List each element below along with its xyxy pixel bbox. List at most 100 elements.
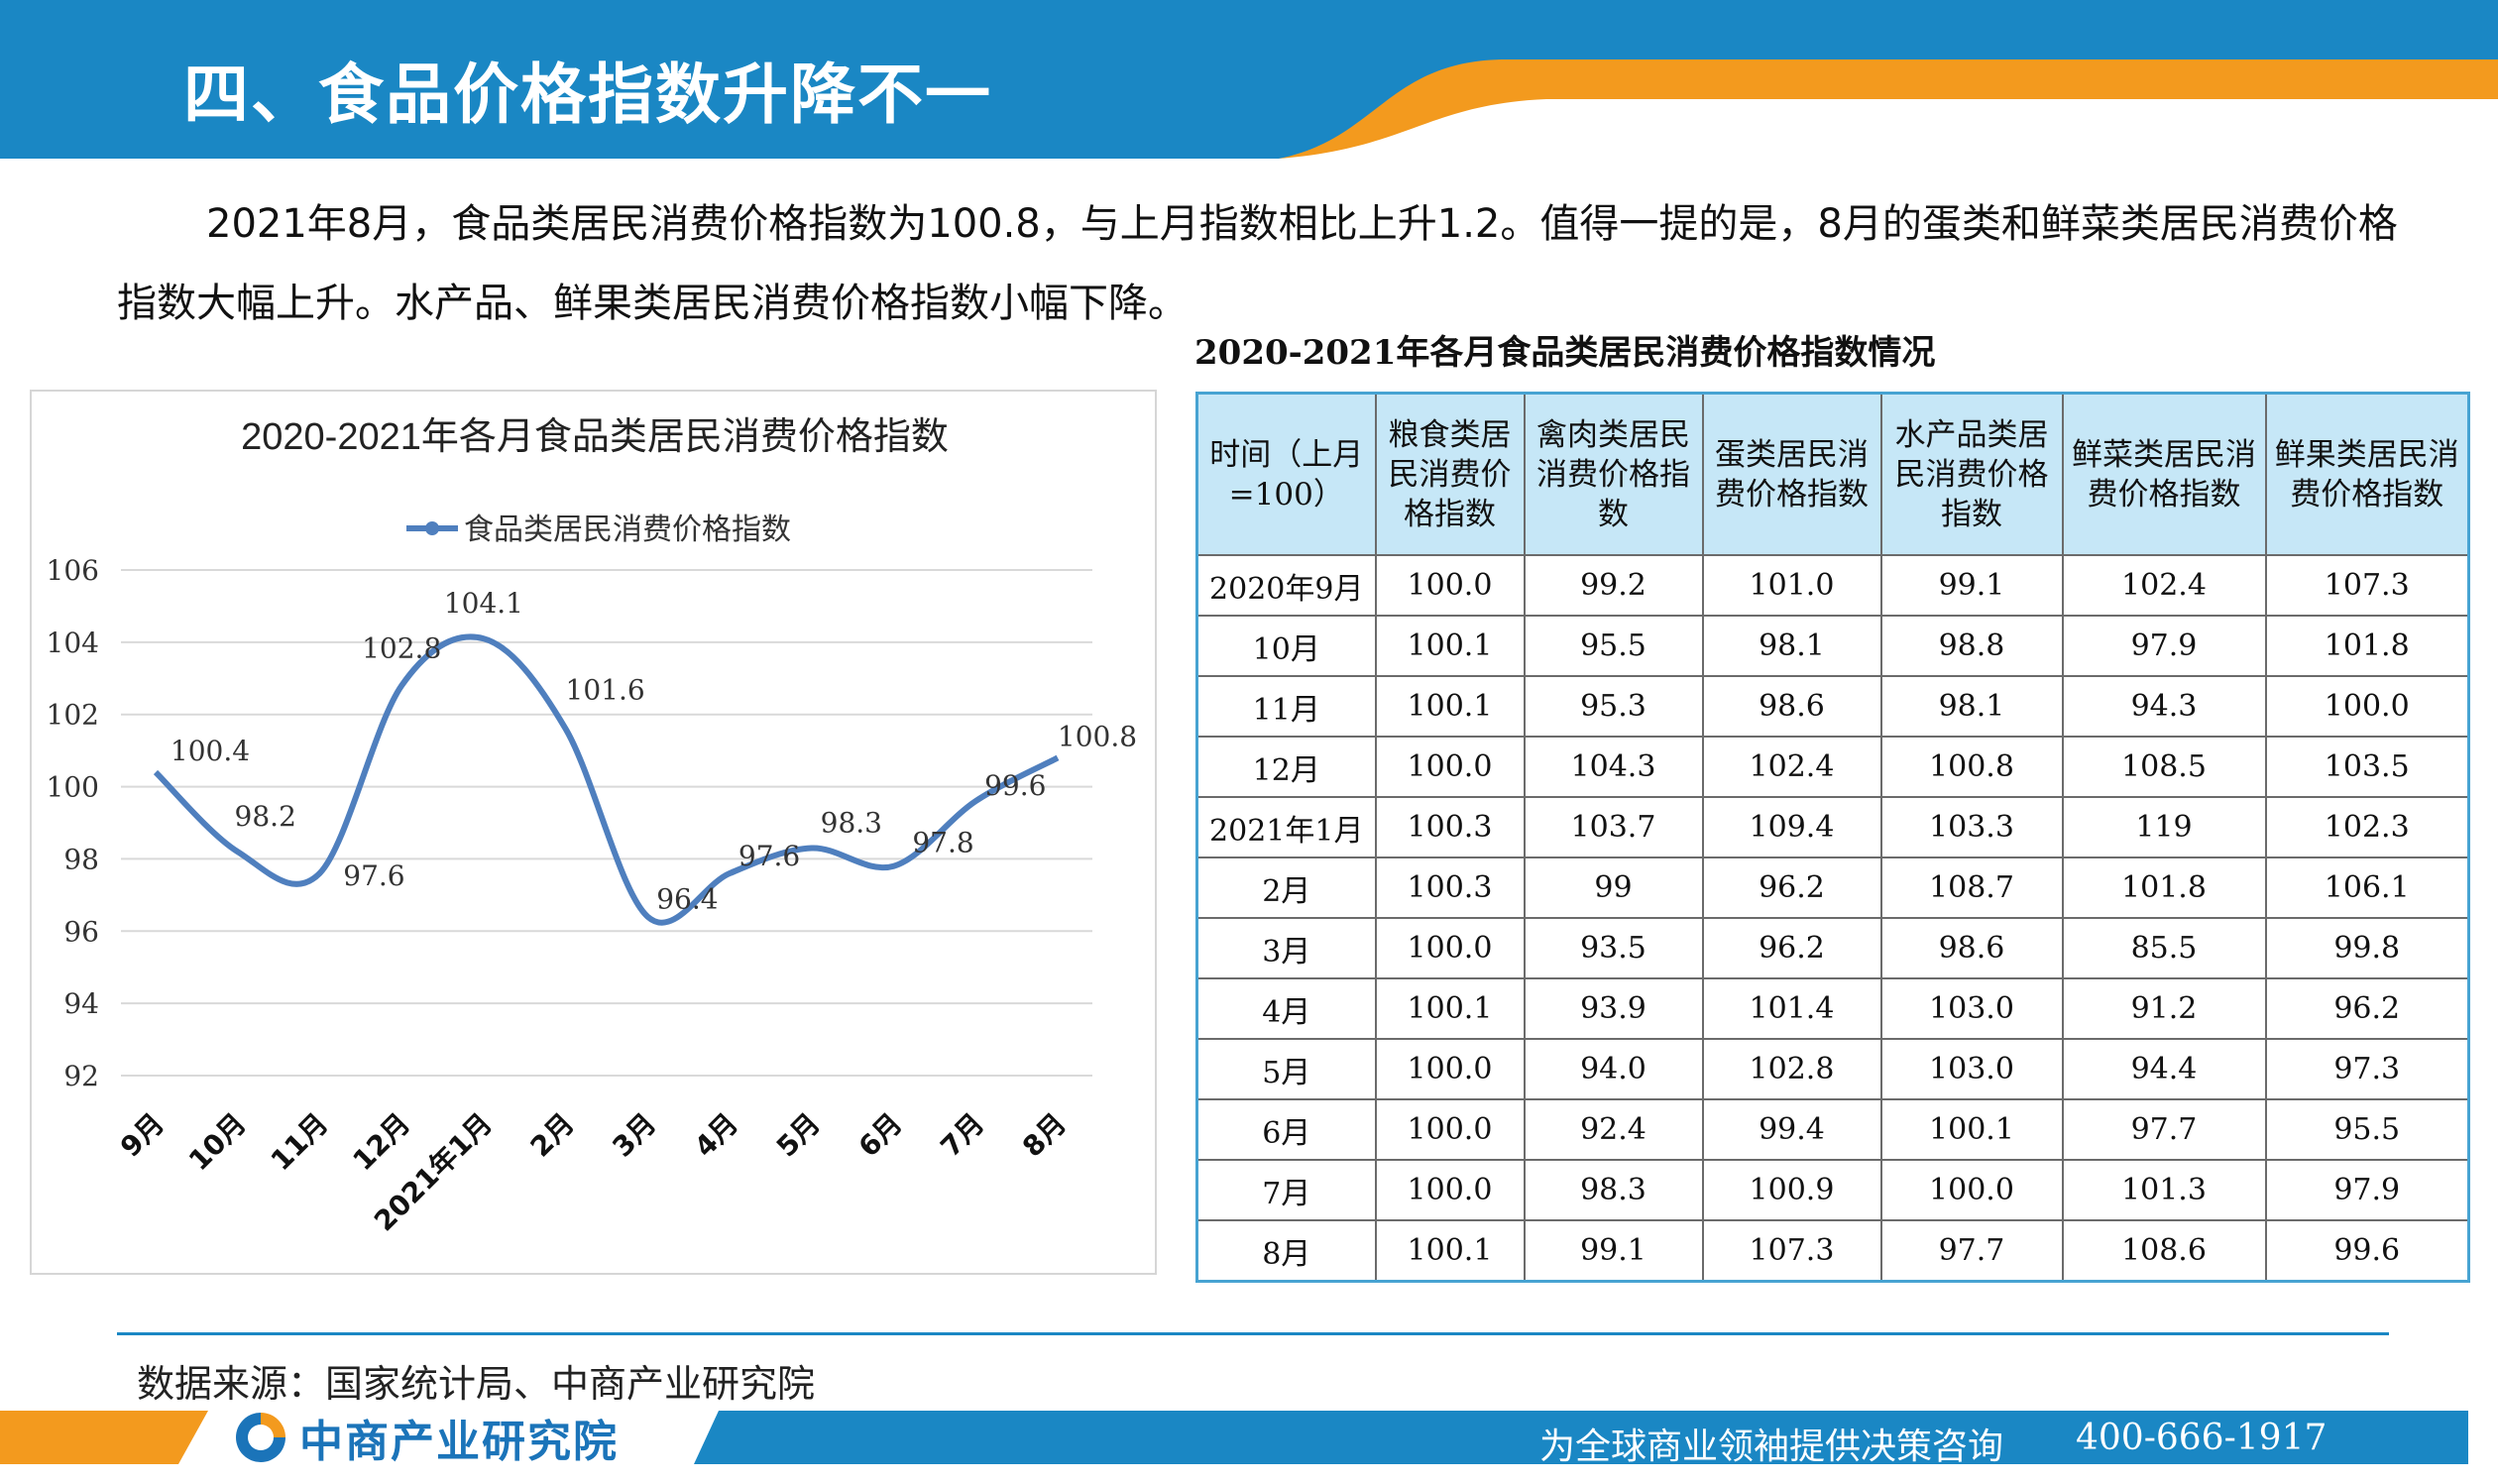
data-label: 101.6 xyxy=(566,673,645,706)
table-header-cell: 蛋类居民消费价格指数 xyxy=(1701,392,1882,556)
x-tick-label: 4月 xyxy=(688,1107,744,1164)
table-body: 2020年9月 100.0 99.2 101.0 99.1 102.4 107.3 10月 10… xyxy=(1195,554,2470,1283)
y-tick-label: 92 xyxy=(63,1060,99,1092)
chart-title: 2020-2021年各月食品类居民消费价格指数 xyxy=(241,416,949,458)
table-header-cell: 禽肉类居民消费价格指数 xyxy=(1523,392,1704,556)
page-title: 四、食品价格指数升降不一 xyxy=(183,57,992,133)
price-index-table: 时间（上月=100） 粮食类居民消费价格指数 禽肉类居民消费价格指数 蛋类居民消费价格… xyxy=(1195,392,2470,1283)
table-cell: 119 xyxy=(2061,796,2267,858)
table-cell: 96.2 xyxy=(1701,917,1882,979)
table-header-cell: 鲜菜类居民消费价格指数 xyxy=(2061,392,2267,556)
x-tick-label: 11月 xyxy=(265,1107,335,1178)
y-tick-label: 104 xyxy=(47,627,99,659)
table-cell: 100.0 xyxy=(2264,675,2470,738)
table-cell: 102.4 xyxy=(1701,736,1882,798)
header-background xyxy=(0,0,2498,159)
table-row-label: 4月 xyxy=(1195,977,1377,1040)
table-cell: 100.1 xyxy=(1879,1098,2064,1161)
table-cell: 102.3 xyxy=(2264,796,2470,858)
table-cell: 107.3 xyxy=(1701,1219,1882,1283)
table-row: 6月 100.0 92.4 99.4 100.1 97.7 95.5 xyxy=(1195,1098,2470,1161)
table-cell: 100.3 xyxy=(1374,796,1526,858)
table-cell: 95.3 xyxy=(1523,675,1704,738)
table-cell: 98.6 xyxy=(1879,917,2064,979)
table-cell: 98.8 xyxy=(1879,615,2064,677)
table-cell: 98.1 xyxy=(1701,615,1882,677)
data-label: 98.2 xyxy=(235,800,296,833)
table-cell: 92.4 xyxy=(1523,1098,1704,1161)
x-tick-label: 2月 xyxy=(524,1107,581,1164)
data-source: 数据来源：国家统计局、中商产业研究院 xyxy=(137,1362,816,1406)
chart-canvas: 2020-2021年各月食品类居民消费价格指数 食品类居民消费价格指数 92 94… xyxy=(47,416,1138,1238)
cci-logo-icon xyxy=(236,1413,285,1462)
table-cell: 100.0 xyxy=(1374,1038,1526,1100)
table-cell: 106.1 xyxy=(2264,856,2470,919)
legend-label: 食品类居民消费价格指数 xyxy=(464,513,791,547)
table-cell: 100.0 xyxy=(1879,1159,2064,1221)
table-cell: 94.0 xyxy=(1523,1038,1704,1100)
y-tick-label: 98 xyxy=(63,843,99,875)
table-row-label: 2月 xyxy=(1195,856,1377,919)
table-cell: 95.5 xyxy=(1523,615,1704,677)
footer-background xyxy=(0,1411,2468,1464)
data-label: 99.6 xyxy=(984,769,1046,802)
table-row-label: 7月 xyxy=(1195,1159,1377,1221)
intro-paragraph: 2021年8月，食品类居民消费价格指数为100.8，与上月指数相比上升1.2。值… xyxy=(117,201,2398,326)
chart-gridlines xyxy=(121,569,1092,1077)
table-cell: 98.3 xyxy=(1523,1159,1704,1221)
table-cell: 93.9 xyxy=(1523,977,1704,1040)
table-row-label: 2020年9月 xyxy=(1195,554,1377,617)
table-cell: 85.5 xyxy=(2061,917,2267,979)
data-label: 97.8 xyxy=(912,827,973,859)
table-cell: 95.5 xyxy=(2264,1098,2470,1161)
table-cell: 100.3 xyxy=(1374,856,1526,919)
table-header-cell: 粮食类居民消费价格指数 xyxy=(1374,392,1526,556)
table-cell: 100.0 xyxy=(1374,1159,1526,1221)
table-row: 12月 100.0 104.3 102.4 100.8 108.5 103.5 xyxy=(1195,736,2470,798)
series-path xyxy=(153,633,1060,926)
table-cell: 100.1 xyxy=(1374,675,1526,738)
table-cell: 101.8 xyxy=(2264,615,2470,677)
x-tick-label: 9月 xyxy=(114,1107,170,1164)
table-row-label: 10月 xyxy=(1195,615,1377,677)
x-tick-label: 3月 xyxy=(606,1107,662,1164)
table-cell: 93.5 xyxy=(1523,917,1704,979)
data-label: 98.3 xyxy=(821,807,882,840)
legend-marker xyxy=(425,521,439,535)
table-cell: 108.7 xyxy=(1879,856,2064,919)
table-cell: 97.7 xyxy=(1879,1219,2064,1283)
table-cell: 100.0 xyxy=(1374,917,1526,979)
table-row-label: 5月 xyxy=(1195,1038,1377,1100)
table-row: 11月 100.1 95.3 98.6 98.1 94.3 100.0 xyxy=(1195,675,2470,738)
table-row: 10月 100.1 95.5 98.1 98.8 97.9 101.8 xyxy=(1195,615,2470,677)
table-cell: 107.3 xyxy=(2264,554,2470,617)
table-row-label: 11月 xyxy=(1195,675,1377,738)
table-cell: 96.2 xyxy=(2264,977,2470,1040)
table-cell: 109.4 xyxy=(1701,796,1882,858)
table-cell: 94.3 xyxy=(2061,675,2267,738)
table-cell: 99 xyxy=(1523,856,1704,919)
table-row: 8月 100.1 99.1 107.3 97.7 108.6 99.6 xyxy=(1195,1219,2470,1283)
table-cell: 97.7 xyxy=(2061,1098,2267,1161)
data-label: 100.8 xyxy=(1058,720,1137,752)
table-cell: 101.0 xyxy=(1701,554,1882,617)
table-cell: 100.1 xyxy=(1374,977,1526,1040)
x-tick-label: 8月 xyxy=(1016,1107,1073,1164)
y-tick-label: 102 xyxy=(47,699,99,732)
table-cell: 97.3 xyxy=(2264,1038,2470,1100)
table-cell: 97.9 xyxy=(2061,615,2267,677)
footer-slogan: 为全球商业领袖提供决策咨询 xyxy=(1539,1427,2004,1467)
table-cell: 97.9 xyxy=(2264,1159,2470,1221)
table-row: 2月 100.3 99 96.2 108.7 101.8 106.1 xyxy=(1195,856,2470,919)
table-row: 5月 100.0 94.0 102.8 103.0 94.4 97.3 xyxy=(1195,1038,2470,1100)
table-row-label: 12月 xyxy=(1195,736,1377,798)
data-label: 102.8 xyxy=(362,632,441,665)
table-cell: 99.2 xyxy=(1523,554,1704,617)
data-label: 96.4 xyxy=(656,883,718,916)
table-row: 7月 100.0 98.3 100.9 100.0 101.3 97.9 xyxy=(1195,1159,2470,1221)
data-label: 97.6 xyxy=(343,859,404,892)
x-tick-label: 10月 xyxy=(182,1107,253,1178)
table-row-label: 8月 xyxy=(1195,1219,1377,1283)
table-cell: 99.6 xyxy=(2264,1219,2470,1283)
